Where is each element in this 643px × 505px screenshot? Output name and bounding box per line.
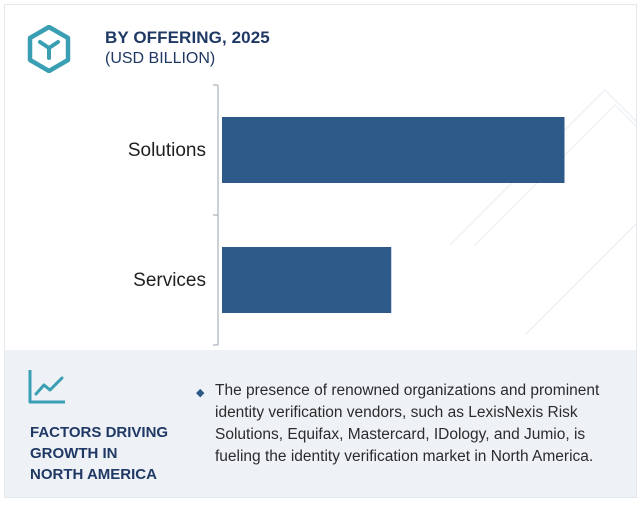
factors-heading-line: GROWTH IN [30, 445, 118, 462]
bar-chart: Solutions Services [128, 84, 565, 346]
bar-solutions [222, 117, 565, 183]
factors-panel: FACTORS DRIVING GROWTH IN NORTH AMERICA … [5, 350, 636, 497]
factors-heading-line: NORTH AMERICA [30, 466, 157, 483]
trend-line-icon [28, 370, 65, 404]
diamond-bullet-icon: ◆ [196, 387, 205, 399]
factors-heading-line: FACTORS DRIVING [30, 424, 169, 441]
chart-subtitle: (USD BILLION) [105, 50, 216, 67]
cube-logo-icon [27, 25, 71, 73]
factors-heading: FACTORS DRIVING GROWTH IN NORTH AMERICA [30, 422, 200, 485]
infographic-card: BY OFFERING, 2025 (USD BILLION) Solution… [4, 4, 637, 498]
chart-title: BY OFFERING, 2025 [105, 28, 270, 47]
bar-services [222, 247, 392, 313]
factors-description: The presence of renowned organizations a… [215, 382, 600, 465]
category-label: Solutions [128, 140, 206, 161]
category-label: Services [133, 270, 206, 291]
